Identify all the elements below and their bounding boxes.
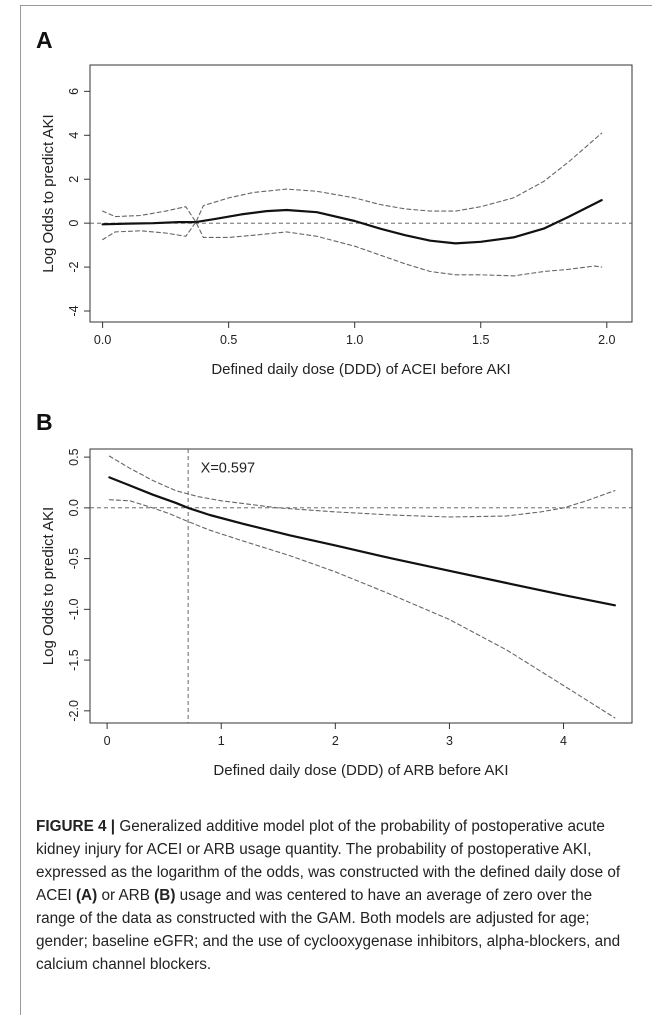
chart-panel-b: 0 1 2 3 4 -2.0 -1.5 -1.0 -0.5 0.0 0.5 Defined daily… bbox=[40, 448, 633, 779]
threshold-annotation: X=0.597 bbox=[201, 460, 255, 476]
y-tick-label: -2.0 bbox=[67, 700, 81, 722]
figure-frame-top bbox=[20, 5, 652, 6]
x-tick-label: 1 bbox=[218, 734, 225, 748]
caption-text-3: usage and was centered to have an averag… bbox=[36, 887, 621, 973]
x-tick-label: 3 bbox=[446, 734, 453, 748]
lower-ci-line bbox=[102, 221, 603, 277]
x-tick-label: 1.5 bbox=[472, 333, 489, 347]
x-tick-label: 4 bbox=[560, 734, 567, 748]
y-tick-label: 0.5 bbox=[67, 448, 81, 465]
x-tick-label: 0 bbox=[104, 734, 111, 748]
x-axis-title: Defined daily dose (DDD) of ARB before A… bbox=[213, 762, 508, 779]
x-tick-label: 0.0 bbox=[94, 333, 111, 347]
caption-label: FIGURE 4 | bbox=[36, 818, 116, 835]
x-tick-label: 0.5 bbox=[220, 333, 237, 347]
y-tick-label: 6 bbox=[67, 88, 81, 95]
panel-a-label: A bbox=[36, 27, 53, 53]
upper-ci-line bbox=[108, 455, 616, 518]
y-tick-label: -2 bbox=[67, 261, 81, 272]
figure-caption: FIGURE 4 | Generalized additive model pl… bbox=[36, 815, 632, 976]
x-axis-title: Defined daily dose (DDD) of ACEI before … bbox=[211, 361, 510, 378]
caption-ref-a: (A) bbox=[75, 887, 98, 904]
y-tick-label: -1.5 bbox=[67, 649, 81, 671]
y-tick-label: 4 bbox=[67, 132, 81, 139]
caption-text-2: or ARB bbox=[97, 887, 155, 904]
x-tick-label: 2 bbox=[332, 734, 339, 748]
y-tick-label: -0.5 bbox=[67, 548, 81, 570]
chart-panel-a: 0.0 0.5 1.0 1.5 2.0 -4 -2 0 2 4 6 Defined daily dos… bbox=[40, 64, 633, 378]
figure-frame-left bbox=[20, 5, 21, 1015]
y-axis-title: Log Odds to predict AKI bbox=[40, 507, 57, 665]
plot-area-border bbox=[89, 448, 633, 724]
y-tick-label: -1.0 bbox=[67, 599, 81, 621]
y-tick-label: 0 bbox=[67, 220, 81, 227]
estimate-line bbox=[108, 476, 617, 607]
y-tick-label: 0.0 bbox=[67, 499, 81, 516]
upper-ci-line bbox=[102, 132, 603, 223]
x-tick-label: 2.0 bbox=[598, 333, 615, 347]
estimate-line bbox=[101, 199, 603, 245]
y-axis-title: Log Odds to predict AKI bbox=[40, 114, 57, 272]
y-tick-label: 2 bbox=[67, 176, 81, 183]
lower-ci-line bbox=[108, 499, 616, 719]
plot-area-border bbox=[89, 64, 633, 323]
caption-ref-b: (B) bbox=[154, 887, 176, 904]
caption-text-1: Generalized additive model plot of the p… bbox=[36, 818, 621, 904]
y-tick-label: -4 bbox=[67, 305, 81, 316]
x-tick-label: 1.0 bbox=[346, 333, 363, 347]
panel-b-label: B bbox=[36, 409, 53, 435]
